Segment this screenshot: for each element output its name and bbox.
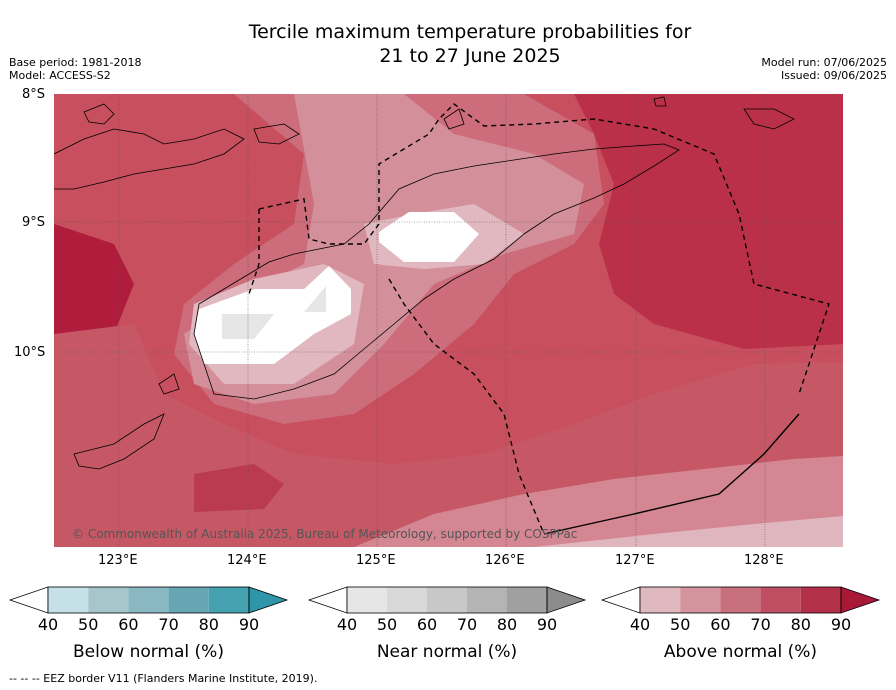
lat-label-10s: 10°S	[14, 345, 46, 360]
colorbar-near-segment	[467, 587, 507, 613]
issued-label: Issued: 09/06/2025	[780, 69, 887, 82]
coastlines	[54, 96, 795, 470]
colorbar-below-tick-label: 90	[239, 615, 259, 634]
colorbar-below-segment	[168, 587, 209, 613]
colorbar-above-outline	[639, 586, 842, 614]
chart-title: Tercile maximum temperature probabilitie…	[0, 20, 896, 68]
colorbar-below-outline	[47, 586, 250, 614]
colorbar-near: 40 50 60 70 80 90 Near normal (%)	[307, 586, 587, 662]
footer-note: -- -- -- EEZ border V11 (Flanders Marine…	[9, 672, 318, 685]
eez-solid-south	[543, 413, 800, 535]
colorbar-near-tick-label: 90	[537, 615, 557, 634]
eez-dashed-north	[258, 103, 830, 395]
eez-border	[248, 103, 830, 535]
colorbar-near-segment	[387, 587, 427, 613]
lat-label-9s: 9°S	[22, 215, 46, 230]
colorbar-below: 40 50 60 70 80 90 Below normal (%)	[8, 586, 289, 662]
colorbar-above-high-extend	[840, 586, 881, 614]
zone-south-50	[534, 516, 843, 547]
colorbar-above: 40 50 60 70 80 90 Above normal (%)	[600, 586, 881, 662]
island-6	[158, 373, 180, 395]
colorbar-below-high-extend	[248, 586, 289, 614]
colorbar-below-title: Below normal (%)	[73, 642, 224, 662]
colorbar-below-segment	[88, 587, 129, 613]
zone-west-90	[54, 224, 134, 344]
map-gridlines	[54, 94, 843, 547]
zone-east-80	[574, 94, 843, 349]
lon-label-128e: 128°E	[744, 553, 784, 568]
model-run-label: Model run: 07/06/2025	[761, 56, 887, 69]
colorbar-near-tick-label: 50	[377, 615, 397, 634]
lon-label-127e: 127°E	[615, 553, 655, 568]
colorbar-above-low-extend	[600, 586, 641, 614]
lon-label-124e: 124°E	[227, 553, 267, 568]
colorbar-above-tick-label: 60	[710, 615, 730, 634]
colorbar-below-segment	[48, 587, 89, 613]
colorbar-above-tick-label: 80	[791, 615, 811, 634]
copyright-text: © Commonwealth of Australia 2025, Bureau…	[72, 527, 577, 541]
timor-coastline	[193, 143, 680, 400]
colorbars: 40 50 60 70 80 90 Below normal (%) 40 50 60 70 80 90…	[8, 586, 881, 662]
colorbar-above-tick-label: 70	[750, 615, 770, 634]
title-line-2: 21 to 27 June 2025	[379, 45, 561, 67]
colorbar-below-tick-label: 80	[199, 615, 219, 634]
lon-label-123e: 123°E	[98, 553, 138, 568]
eez-dashed-timor	[388, 278, 545, 535]
colorbar-near-segment	[347, 587, 387, 613]
island-5	[743, 108, 795, 130]
sumba-coastline	[73, 413, 165, 470]
flores-coastline	[54, 128, 245, 190]
colorbar-near-segment	[507, 587, 547, 613]
colorbar-near-tick-label: 80	[497, 615, 517, 634]
colorbar-above-segment	[800, 587, 841, 613]
colorbar-near-tick-label: 40	[337, 615, 357, 634]
island-4	[653, 96, 667, 107]
colorbar-near-tick-label: 70	[457, 615, 477, 634]
island-3	[443, 108, 465, 130]
colorbar-above-tick-label: 40	[630, 615, 650, 634]
colorbar-above-tick-label: 90	[831, 615, 851, 634]
colorbar-near-low-extend	[307, 586, 348, 614]
colorbar-above-tick-label: 50	[670, 615, 690, 634]
meta-left: Base period: 1981-2018 Model: ACCESS-S2	[9, 56, 141, 82]
zone-south-60	[354, 456, 843, 547]
colorbar-below-tick-label: 70	[158, 615, 178, 634]
colorbar-below-segment	[208, 587, 249, 613]
colorbar-above-segment	[680, 587, 721, 613]
island-1	[83, 103, 115, 125]
lon-label-126e: 126°E	[485, 553, 525, 568]
zone-sw-80	[194, 464, 284, 512]
zone-timor-white	[379, 212, 479, 262]
colorbar-group: 40 50 60 70 80 90 Below normal (%) 40 50 60 70 80 90…	[8, 586, 881, 662]
colorbar-below-segment	[128, 587, 169, 613]
colorbar-near-high-extend	[546, 586, 587, 614]
model-label: Model: ACCESS-S2	[9, 69, 111, 82]
colorbar-below-tick-label: 40	[38, 615, 58, 634]
colorbar-near-tick-label: 60	[417, 615, 437, 634]
colorbar-above-segment	[760, 587, 801, 613]
colorbar-below-low-extend	[8, 586, 49, 614]
colorbar-below-tick-label: 60	[118, 615, 138, 634]
lat-label-8s: 8°S	[22, 87, 46, 102]
colorbar-above-title: Above normal (%)	[664, 642, 817, 662]
probability-map: © Commonwealth of Australia 2025, Bureau…	[54, 94, 843, 547]
colorbar-above-segment	[720, 587, 761, 613]
meta-right: Model run: 07/06/2025 Issued: 09/06/2025	[761, 56, 887, 82]
zone-near-normal-2	[304, 286, 326, 312]
colorbar-near-title: Near normal (%)	[377, 642, 517, 662]
base-period-label: Base period: 1981-2018	[9, 56, 142, 69]
colorbar-below-tick-label: 50	[78, 615, 98, 634]
island-2	[253, 123, 300, 145]
colorbar-above-segment	[640, 587, 681, 613]
title-line-1: Tercile maximum temperature probabilitie…	[248, 21, 692, 43]
colorbar-near-outline	[346, 586, 548, 614]
eez-dashed-west	[248, 209, 260, 295]
lon-label-125e: 125°E	[356, 553, 396, 568]
colorbar-near-segment	[427, 587, 467, 613]
